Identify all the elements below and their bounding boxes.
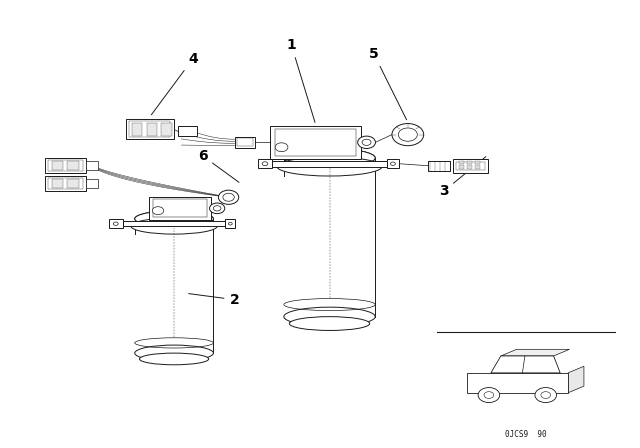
Bar (275, 129, 356, 156)
Bar (52, 161, 63, 170)
Bar (284, 177, 375, 317)
Bar (459, 165, 464, 168)
Polygon shape (568, 366, 584, 393)
Polygon shape (225, 220, 236, 228)
Polygon shape (109, 220, 123, 228)
Ellipse shape (135, 345, 213, 361)
Text: 4: 4 (152, 52, 198, 115)
Circle shape (213, 206, 221, 211)
Circle shape (218, 190, 239, 204)
Text: 2: 2 (189, 293, 239, 306)
Circle shape (390, 162, 396, 165)
Bar (237, 138, 253, 146)
Circle shape (541, 392, 550, 398)
Polygon shape (273, 161, 387, 167)
Bar (49, 160, 83, 171)
Bar (129, 121, 170, 137)
Bar (86, 161, 98, 170)
Polygon shape (257, 159, 273, 168)
Ellipse shape (284, 148, 375, 168)
Bar (132, 123, 143, 136)
Ellipse shape (135, 211, 213, 227)
Polygon shape (491, 356, 560, 373)
Circle shape (223, 193, 234, 201)
Bar (52, 179, 63, 188)
Bar (135, 235, 213, 353)
Bar (476, 161, 481, 164)
Text: 5: 5 (369, 47, 406, 120)
Bar (126, 119, 173, 139)
Text: 0JCS9  90: 0JCS9 90 (506, 430, 547, 439)
Bar (45, 176, 86, 191)
FancyBboxPatch shape (467, 373, 568, 393)
Bar (86, 179, 98, 188)
Circle shape (113, 222, 118, 225)
Bar (178, 126, 197, 136)
Bar (235, 137, 255, 148)
Ellipse shape (131, 218, 218, 234)
Bar (467, 161, 472, 164)
Bar (476, 165, 481, 168)
Circle shape (398, 128, 417, 141)
Circle shape (478, 388, 500, 403)
Bar (459, 161, 464, 164)
Bar (147, 123, 157, 136)
Ellipse shape (135, 211, 213, 227)
Bar (161, 123, 172, 136)
Polygon shape (501, 349, 570, 356)
Ellipse shape (140, 353, 209, 365)
Bar (153, 199, 207, 217)
Text: 1: 1 (287, 38, 315, 122)
Bar (467, 165, 472, 168)
Ellipse shape (284, 307, 375, 326)
Text: 6: 6 (198, 149, 239, 182)
Circle shape (535, 388, 557, 403)
Circle shape (262, 162, 268, 166)
Bar (428, 161, 450, 171)
Ellipse shape (284, 148, 375, 168)
Bar (67, 161, 79, 170)
Circle shape (152, 207, 164, 215)
Bar (49, 178, 83, 189)
Bar (45, 158, 86, 173)
Bar (67, 179, 79, 188)
Bar (453, 159, 488, 173)
Circle shape (275, 143, 288, 152)
Circle shape (228, 222, 232, 225)
Bar (270, 126, 362, 159)
Text: 3: 3 (439, 157, 486, 198)
Bar (456, 162, 485, 170)
Bar (148, 197, 211, 220)
Polygon shape (387, 159, 399, 168)
Circle shape (358, 136, 376, 148)
Circle shape (362, 139, 371, 146)
Ellipse shape (277, 157, 382, 176)
Ellipse shape (289, 317, 370, 331)
Circle shape (484, 392, 493, 398)
Circle shape (209, 203, 225, 214)
Circle shape (392, 124, 424, 146)
Polygon shape (123, 221, 225, 226)
